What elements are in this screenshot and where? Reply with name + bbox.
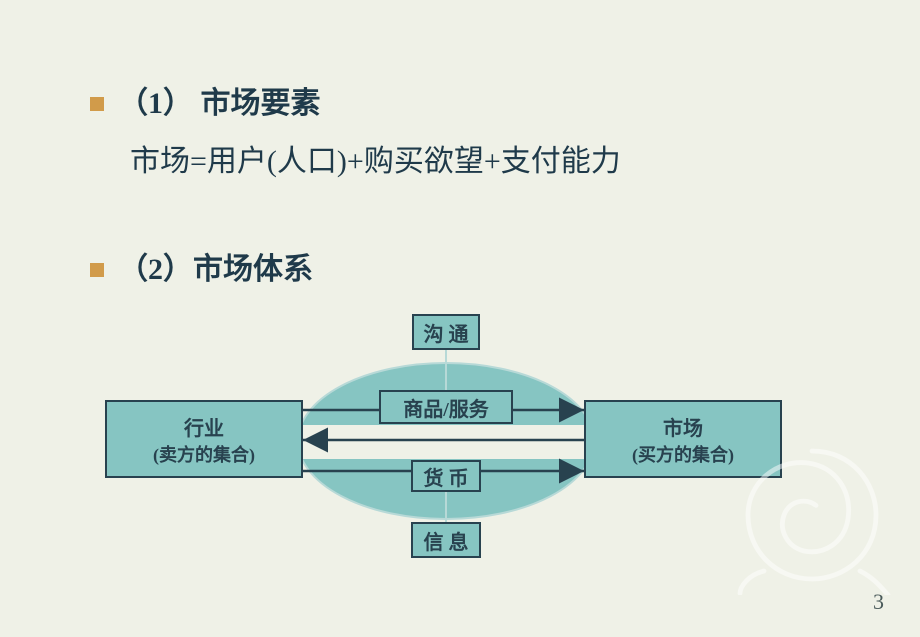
page-number: 3 <box>873 589 884 615</box>
box-lower: 货 币 <box>411 460 481 492</box>
box-right-label1: 市场 <box>663 412 703 441</box>
box-upper-label: 商品/服务 <box>403 393 489 422</box>
box-left-label1: 行业 <box>184 412 224 441</box>
box-lower-label: 货 币 <box>424 462 469 491</box>
box-top-label: 沟 通 <box>424 318 469 347</box>
box-upper: 商品/服务 <box>379 390 513 424</box>
box-right: 市场 (买方的集合) <box>584 400 782 478</box>
box-left-label2: (卖方的集合) <box>153 441 255 467</box>
box-bottom-label: 信 息 <box>424 526 469 555</box>
box-right-label2: (买方的集合) <box>632 441 734 467</box>
box-bottom: 信 息 <box>411 522 481 558</box>
box-left: 行业 (卖方的集合) <box>105 400 303 478</box>
box-top: 沟 通 <box>412 314 480 350</box>
